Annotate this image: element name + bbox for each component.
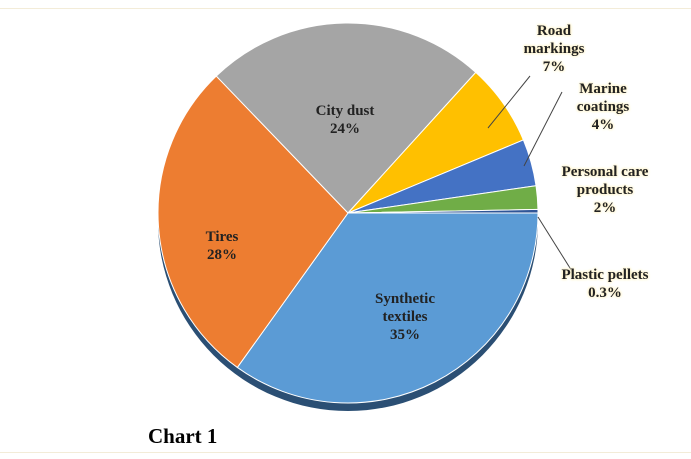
pie-slice <box>157 75 349 369</box>
slice-value: 7% <box>542 59 566 75</box>
slice-value: 24% <box>330 121 360 137</box>
slice-label: Personal care products 2% <box>535 163 675 217</box>
slice-value: 0.3% <box>588 285 622 301</box>
slice-name: Personal care products <box>561 164 649 198</box>
slice-name: Plastic pellets <box>561 267 649 283</box>
slice-value: 28% <box>207 247 237 263</box>
slice-label: Synthetic textiles 35% <box>355 290 455 344</box>
slice-value: 2% <box>593 200 617 216</box>
slice-value: 35% <box>390 327 420 343</box>
slice-label: Road markings 7% <box>509 22 599 76</box>
pie-slice <box>347 208 539 214</box>
slice-label: Plastic pellets 0.3% <box>560 266 650 302</box>
slice-label: Tires 28% <box>172 228 272 264</box>
slice-label: City dust 24% <box>275 102 415 138</box>
frame-line <box>0 8 691 9</box>
pie-slice <box>215 22 477 214</box>
slice-name: Tires <box>205 229 239 245</box>
leader-line <box>537 216 576 277</box>
slice-value: 4% <box>591 117 615 133</box>
chart-caption: Chart 1 <box>148 424 218 448</box>
frame-line <box>0 452 691 453</box>
slice-name: Road markings <box>523 23 585 57</box>
slice-name: Synthetic textiles <box>375 291 435 325</box>
slice-name: City dust <box>315 103 375 119</box>
pie-slice <box>236 212 539 404</box>
leader-line <box>487 75 531 129</box>
leader-line <box>523 91 563 167</box>
slice-name: Marine coatings <box>576 81 630 115</box>
slice-label: Marine coatings 4% <box>553 80 653 134</box>
